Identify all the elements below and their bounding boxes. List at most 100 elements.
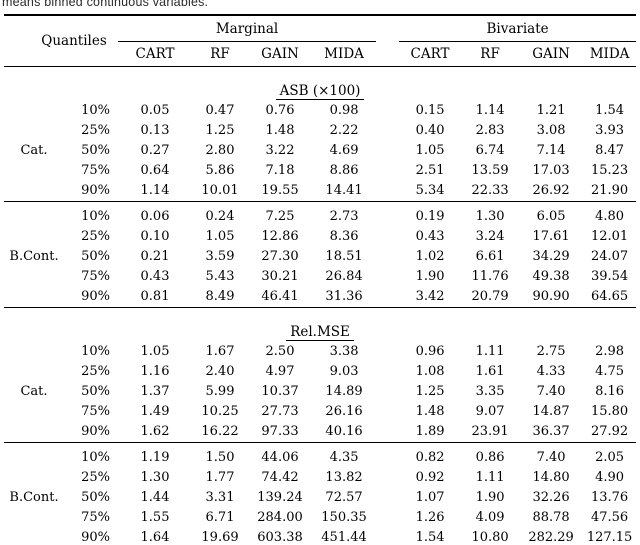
value-cell: 14.41 [325, 183, 363, 198]
value-cell: 4.75 [595, 364, 625, 379]
value-cell: 10.80 [471, 530, 509, 545]
value-cell: 1.90 [415, 269, 445, 284]
quantile-cell: 50% [81, 143, 111, 158]
value-cell: 0.40 [415, 123, 445, 138]
table-row: 25% 0.10 1.05 12.86 8.36 0.43 3.24 17.61 12.01 [4, 227, 636, 247]
value-cell: 4.35 [329, 450, 359, 465]
value-cell: 6.74 [475, 143, 505, 158]
value-cell: 3.24 [475, 229, 505, 244]
value-cell: 72.57 [325, 490, 363, 505]
value-cell: 9.07 [475, 404, 505, 419]
value-cell: 1.67 [205, 344, 235, 359]
value-cell: 3.42 [415, 289, 445, 304]
value-cell: 5.43 [205, 269, 235, 284]
value-cell: 1.44 [140, 490, 170, 505]
method-header-bivariate-cart: CART [410, 46, 450, 62]
value-cell: 6.05 [536, 209, 566, 224]
value-cell: 1.90 [475, 490, 505, 505]
value-cell: 150.35 [321, 510, 367, 525]
group-label: B.Cont. [9, 249, 59, 264]
value-cell: 1.05 [415, 143, 445, 158]
spacer-cell [376, 141, 399, 161]
table-row: 50% 0.27 2.80 3.22 4.69 1.05 6.74 7.14 8.47 [4, 141, 636, 161]
value-cell: 0.43 [415, 229, 445, 244]
group-header-bivariate: Bivariate [399, 15, 637, 42]
spacer-cell [376, 287, 399, 308]
row-group: B.Cont. 10% 1.19 1.50 44.06 4.35 0.82 0.86 7.40 2… [4, 443, 636, 545]
spacer-cell [376, 402, 399, 422]
value-cell: 0.47 [205, 103, 235, 118]
value-cell: 18.51 [325, 249, 363, 264]
spacer-cell [376, 227, 399, 247]
method-header-marginal-cart: CART [135, 46, 175, 62]
value-cell: 1.89 [415, 424, 445, 439]
table-row: 90% 1.64 19.69 603.38 451.44 1.54 10.80 282.29 1… [4, 528, 636, 545]
table-row: Cat. 10% 1.05 1.67 2.50 3.38 0.96 1.11 2.75 2.98 [4, 342, 636, 399]
value-cell: 1.48 [415, 404, 445, 419]
spacer-cell [376, 202, 399, 228]
value-cell: 0.15 [415, 103, 445, 118]
value-cell: 8.16 [595, 384, 625, 399]
spacer-cell [376, 508, 399, 528]
value-cell: 8.49 [205, 289, 235, 304]
value-cell: 8.36 [329, 229, 359, 244]
value-cell: 49.38 [532, 269, 570, 284]
group-label: Cat. [20, 143, 48, 158]
table-row: 90% 1.14 10.01 19.55 14.41 5.34 22.33 26.92 21.9… [4, 181, 636, 202]
spacer-cell [376, 443, 399, 469]
group-header-row: Quantiles Marginal Bivariate [4, 15, 637, 49]
value-cell: 7.40 [536, 450, 566, 465]
results-table: Quantiles Marginal Bivariate CART RF GAI… [4, 14, 637, 545]
value-cell: 1.26 [415, 510, 445, 525]
value-cell: 11.76 [471, 269, 509, 284]
row-group: Cat. 10% 0.05 0.47 0.76 0.98 0.15 1.14 1.21 1.54 2… [4, 101, 637, 202]
quantile-cell: 90% [81, 289, 111, 304]
value-cell: 0.76 [265, 103, 295, 118]
spacer-cell [376, 247, 399, 267]
value-cell: 284.00 [257, 510, 303, 525]
value-cell: 0.13 [140, 123, 170, 138]
value-cell: 0.27 [140, 143, 170, 158]
value-cell: 1.14 [475, 103, 505, 118]
section-header: Rel.MSE [4, 308, 636, 343]
value-cell: 22.33 [471, 183, 509, 198]
section-title: ASB (×100) [4, 67, 636, 102]
value-cell: 2.50 [265, 344, 295, 359]
quantile-cell: 50% [81, 490, 111, 505]
value-cell: 1.50 [205, 450, 235, 465]
caption-text: means binned continuous variables. [2, 0, 209, 9]
method-header-bivariate-mida: MIDA [589, 46, 630, 62]
value-cell: 282.29 [528, 530, 574, 545]
value-cell: 8.47 [595, 143, 625, 158]
table-header: Quantiles Marginal Bivariate CART RF GAI… [4, 15, 637, 67]
method-header-row: CART RF GAIN MIDA CART RF GAIN MIDA [4, 42, 636, 67]
section-title: Rel.MSE [4, 308, 636, 343]
value-cell: 1.16 [140, 364, 170, 379]
value-cell: 1.49 [140, 404, 170, 419]
value-cell: 24.07 [590, 249, 629, 264]
value-cell: 1.62 [140, 424, 170, 439]
quantile-cell: 90% [81, 424, 111, 439]
value-cell: 23.91 [471, 424, 509, 439]
value-cell: 1.77 [205, 470, 235, 485]
value-cell: 0.21 [140, 249, 170, 264]
value-cell: 12.01 [590, 229, 629, 244]
value-cell: 14.80 [532, 470, 570, 485]
value-cell: 30.21 [261, 269, 299, 284]
value-cell: 2.22 [329, 123, 359, 138]
spacer-cell [376, 15, 399, 42]
value-cell: 4.33 [536, 364, 566, 379]
spacer-cell [376, 42, 399, 67]
value-cell: 15.23 [590, 163, 629, 178]
quantile-cell: 50% [81, 384, 111, 399]
value-cell: 16.22 [201, 424, 239, 439]
value-cell: 1.07 [415, 490, 445, 505]
row-group: Cat. 10% 1.05 1.67 2.50 3.38 0.96 1.11 2.75 2.98 2… [4, 342, 637, 443]
value-cell: 3.22 [265, 143, 295, 158]
section-title-text: Rel.MSE [286, 324, 354, 341]
value-cell: 2.05 [595, 450, 625, 465]
method-header-marginal-rf: RF [210, 46, 230, 62]
value-cell: 21.90 [590, 183, 629, 198]
value-cell: 31.36 [325, 289, 363, 304]
value-cell: 1.25 [415, 384, 445, 399]
